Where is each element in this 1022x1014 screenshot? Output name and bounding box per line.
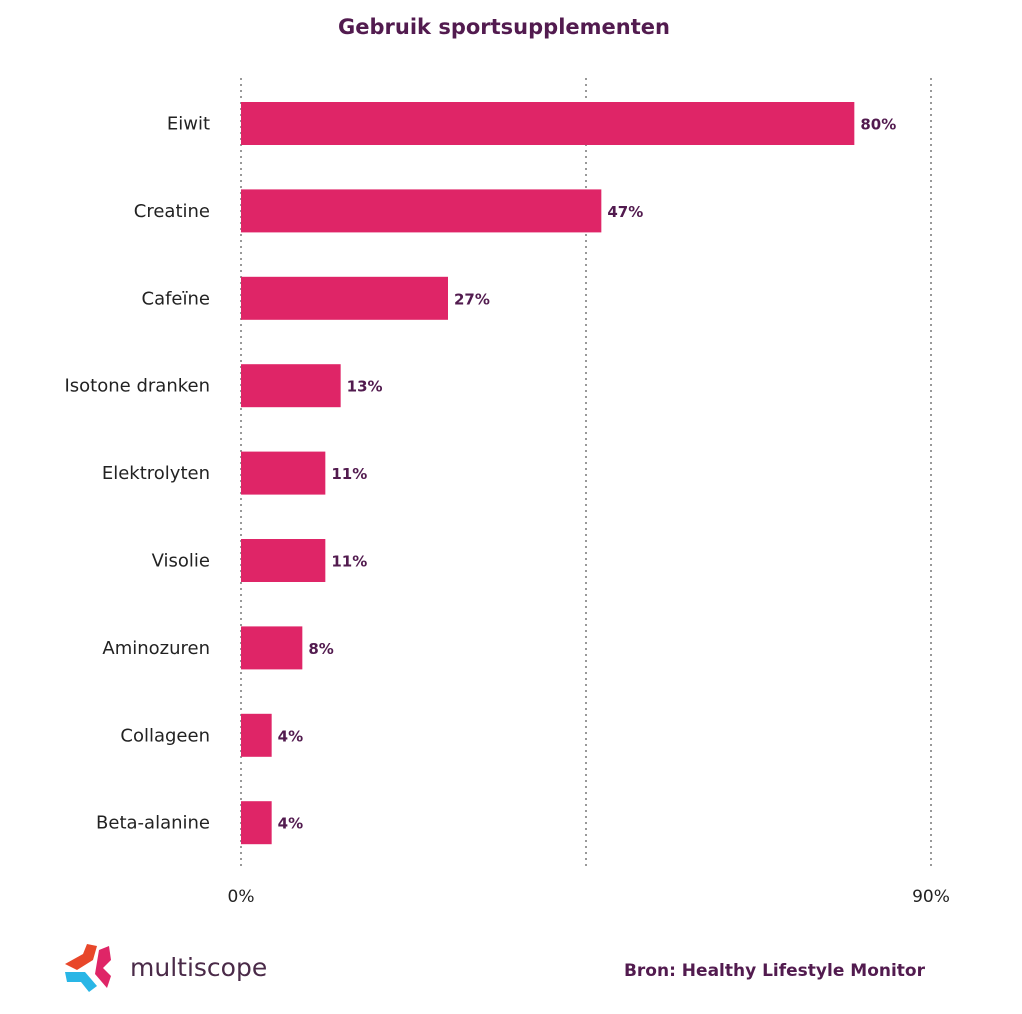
source-note: Bron: Healthy Lifestyle Monitor: [624, 961, 926, 981]
bars: Eiwit 80% Creatine 47% Cafeïne 27% Isotone dra…: [64, 102, 896, 845]
data-label: 8%: [308, 640, 333, 658]
data-label: 11%: [331, 553, 367, 571]
data-label: 4%: [278, 727, 303, 745]
data-label: 4%: [278, 815, 303, 833]
category-label: Aminozuren: [102, 638, 210, 659]
bar: [241, 451, 326, 495]
logo-orange-petal: [65, 944, 97, 970]
chart-title: Gebruik sportsupplementen: [338, 15, 670, 39]
x-tick-label: 90%: [912, 887, 950, 907]
category-label: Eiwit: [167, 114, 210, 135]
category-label: Visolie: [152, 551, 210, 572]
data-label: 27%: [454, 290, 490, 308]
bar: [241, 626, 303, 670]
svg-text:multiscope: multiscope: [130, 953, 267, 982]
bar: [241, 189, 602, 233]
bar: [241, 364, 341, 408]
logo-pink-petal: [95, 946, 111, 988]
bar: [241, 102, 855, 145]
category-label: Beta-alanine: [96, 813, 210, 834]
bar: [241, 276, 448, 320]
bar: [241, 713, 272, 757]
data-label: 80%: [860, 116, 896, 134]
bar: [241, 539, 326, 582]
bar: [241, 801, 272, 845]
category-label: Cafeïne: [142, 288, 211, 309]
x-tick-label: 0%: [228, 887, 255, 907]
category-label: Creatine: [134, 201, 210, 222]
data-label: 47%: [607, 203, 643, 221]
category-label: Collageen: [120, 725, 210, 746]
logo-blue-petal: [65, 972, 97, 992]
multiscope-logo: multiscope: [65, 944, 267, 992]
data-label: 13%: [347, 378, 383, 396]
data-label: 11%: [331, 465, 367, 483]
x-axis-ticks: 0% 90%: [228, 887, 950, 907]
category-label: Elektrolyten: [102, 463, 210, 484]
category-label: Isotone dranken: [64, 376, 210, 397]
